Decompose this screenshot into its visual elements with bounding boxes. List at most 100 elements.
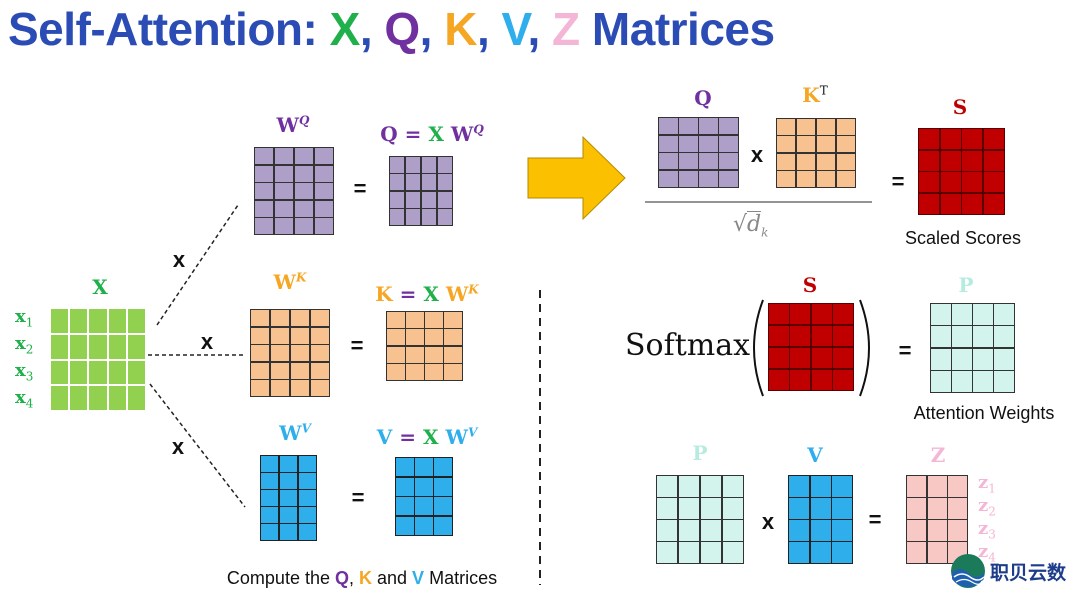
kt-matrix — [776, 118, 856, 188]
matrix-cell — [290, 310, 310, 326]
caption-v: V — [412, 568, 425, 588]
matrix-cell — [437, 174, 452, 191]
matrix-cell — [314, 218, 333, 234]
matrix-cell — [127, 360, 145, 385]
matrix-cell — [777, 153, 796, 170]
matrix-cell — [255, 183, 274, 199]
matrix-cell — [919, 150, 940, 171]
matrix-cell — [700, 476, 722, 497]
matrix-cell — [89, 334, 107, 359]
matrix-cell — [994, 304, 1014, 325]
matrix-cell — [952, 348, 972, 370]
matrix-cell — [415, 497, 433, 516]
matrix-cell — [294, 183, 314, 199]
matrix-cell — [657, 542, 678, 563]
matrix-cell — [437, 191, 452, 208]
matrix-cell — [270, 362, 290, 379]
caption-k: K — [359, 568, 373, 588]
matrix-cell — [314, 183, 333, 199]
matrix-cell — [810, 542, 831, 563]
matrix-cell — [421, 174, 437, 191]
matrix-cell — [405, 157, 421, 173]
matrix-cell — [294, 200, 314, 217]
logo-wave-icon — [951, 554, 985, 588]
matrix-cell — [298, 507, 316, 523]
matrix-cell — [108, 334, 126, 359]
matrix-cell — [796, 153, 816, 170]
matrix-cell — [931, 348, 951, 370]
matrix-cell — [70, 386, 88, 410]
matrix-cell — [406, 329, 424, 346]
matrix-cell — [940, 150, 961, 171]
matrix-cell — [811, 304, 832, 325]
matrix-cell — [722, 476, 743, 497]
wk-label: WK — [274, 270, 307, 294]
wv-sup: V — [301, 421, 311, 436]
matrix-cell — [678, 520, 700, 541]
matrix-cell — [425, 346, 443, 363]
k-equation: K = X WK — [375, 282, 478, 306]
matrix-cell — [927, 476, 947, 497]
row-label: x2 — [15, 333, 34, 357]
matrix-cell — [789, 498, 809, 519]
matrix-cell — [425, 312, 443, 328]
matrix-cell — [294, 148, 314, 164]
x-label: X — [92, 275, 108, 299]
title-parts: X, Q, K, V, Z Matrices — [330, 3, 775, 55]
row-label: x1 — [15, 306, 34, 330]
matrix-cell — [948, 520, 967, 541]
title-part: , — [527, 3, 553, 55]
scaled-scores-matrix — [918, 128, 1005, 215]
matrix-cell — [983, 172, 1004, 193]
matrix-cell — [89, 386, 107, 410]
matrix-cell — [437, 157, 452, 173]
matrix-cell — [108, 360, 126, 385]
matrix-cell — [816, 153, 836, 170]
matrix-cell — [659, 170, 678, 187]
matrix-cell — [927, 498, 947, 519]
matrix-cell — [405, 174, 421, 191]
sqrt-dk: √dk — [733, 211, 768, 239]
matrix-cell — [261, 473, 279, 489]
matrix-cell — [962, 193, 983, 214]
matrix-cell — [310, 362, 329, 379]
dk-base: d — [747, 211, 762, 237]
matrix-cell — [833, 347, 853, 369]
row-label: z1 — [978, 472, 996, 496]
k-eq-x: X — [423, 282, 439, 306]
title-part: Matrices — [579, 3, 775, 55]
matrix-cell — [811, 325, 832, 347]
matrix-cell — [983, 129, 1004, 150]
matrix-cell — [425, 364, 443, 380]
matrix-cell — [816, 119, 836, 135]
matrix-cell — [940, 129, 961, 150]
matrix-cell — [931, 371, 951, 392]
arrow-right-icon — [527, 135, 626, 221]
attention-weights-matrix — [930, 303, 1015, 393]
matrix-cell — [108, 309, 126, 333]
wq-label: WQ — [277, 113, 310, 137]
matrix-cell — [406, 312, 424, 328]
times-v: x — [171, 434, 185, 459]
matrix-cell — [952, 304, 972, 325]
matrix-cell — [310, 380, 329, 396]
matrix-cell — [406, 346, 424, 363]
matrix-cell — [274, 148, 294, 164]
s-label-softmax: S — [802, 273, 818, 297]
matrix-cell — [777, 136, 796, 153]
logo: 职贝云数 — [950, 553, 1066, 589]
matrix-cell — [89, 360, 107, 385]
row-label: z2 — [978, 495, 996, 519]
matrix-cell — [948, 498, 967, 519]
matrix-cell — [51, 386, 69, 410]
matrix-cell — [89, 309, 107, 333]
equals-v: = — [351, 485, 365, 510]
matrix-cell — [255, 218, 274, 234]
matrix-cell — [796, 119, 816, 135]
matrix-cell — [700, 520, 722, 541]
q-eq-eq: = — [397, 122, 429, 146]
v-eq-sup: V — [467, 425, 478, 440]
matrix-cell — [810, 498, 831, 519]
wk-base: W — [273, 270, 297, 294]
